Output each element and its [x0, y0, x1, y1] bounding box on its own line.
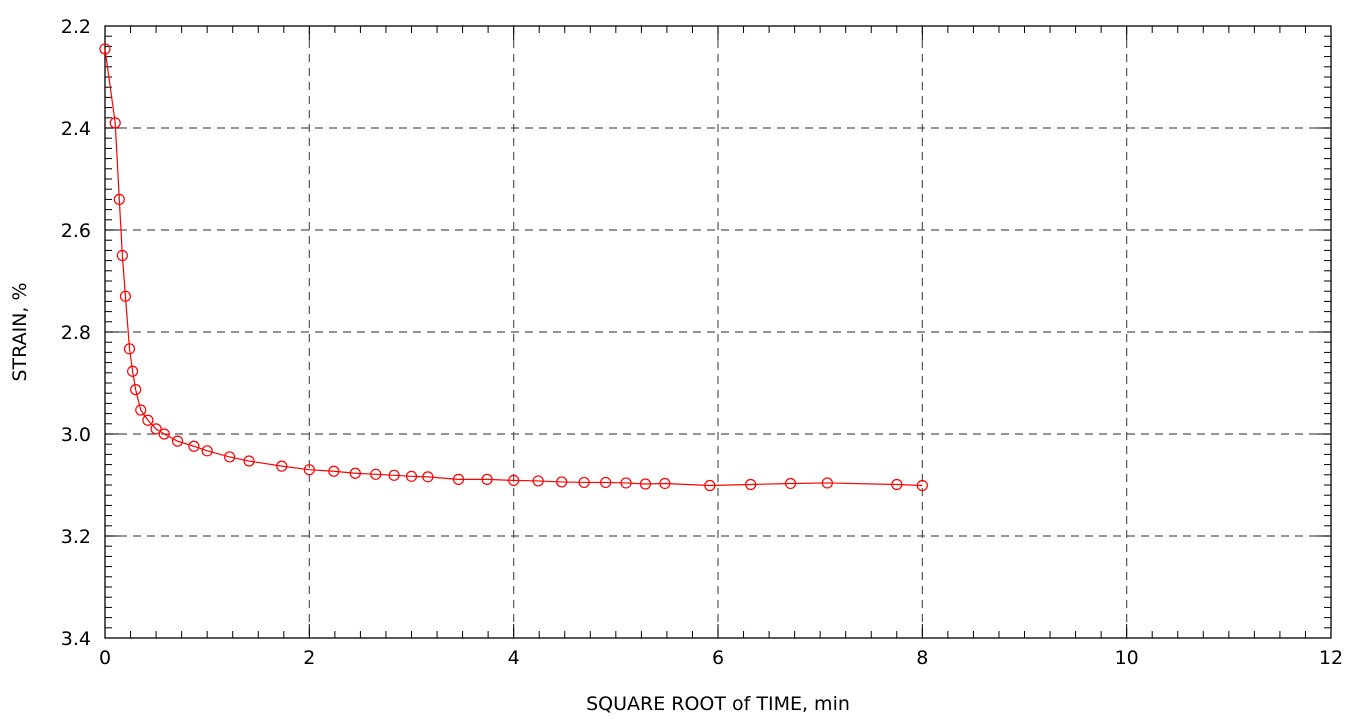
grid [105, 26, 1331, 638]
data-point [116, 249, 128, 262]
data-point [224, 451, 236, 463]
data-point [452, 473, 465, 485]
data-point [891, 478, 903, 491]
y-tick-label: 2.4 [61, 118, 91, 140]
data-point [150, 423, 162, 435]
data-point [349, 467, 361, 479]
data-point [556, 476, 568, 488]
data-point [171, 435, 184, 447]
data-point [422, 471, 434, 483]
data-point [508, 474, 520, 487]
plot-frame [104, 25, 1332, 639]
y-tick-label: 3.0 [61, 424, 91, 446]
x-tick-label: 0 [99, 647, 111, 669]
x-tick-label: 6 [712, 647, 724, 669]
data-point [303, 464, 315, 476]
data-point [123, 343, 136, 355]
data-point [481, 473, 493, 485]
data-point [142, 414, 154, 426]
x-axis-title: SQUARE ROOT of TIME, min [586, 693, 850, 715]
data-point [639, 478, 652, 490]
data-point [821, 477, 833, 489]
data-point [784, 477, 797, 490]
data-point [113, 193, 125, 205]
data-point [620, 477, 632, 489]
series-layer [99, 43, 928, 492]
data-point [130, 384, 142, 396]
data-point [109, 117, 121, 129]
data-point [328, 465, 340, 477]
data-point [158, 428, 170, 440]
data-point [916, 479, 928, 492]
data-point [243, 455, 255, 467]
data-point [405, 470, 418, 482]
data-point [276, 460, 288, 472]
data-point [135, 404, 147, 416]
y-tick-label: 3.2 [61, 526, 91, 548]
minor-ticks [104, 25, 1332, 639]
y-tick-labels: 2.2 2.4 2.6 2.8 3.0 3.2 3.4 [61, 16, 91, 650]
y-tick-label: 2.2 [61, 16, 91, 38]
x-tick-label: 2 [303, 647, 315, 669]
data-point [578, 476, 590, 489]
series-line [104, 48, 923, 487]
data-point [532, 475, 544, 487]
y-tick-label: 3.4 [61, 628, 91, 650]
data-point [704, 479, 716, 492]
data-point [119, 290, 132, 302]
data-point [126, 365, 139, 377]
data-point [188, 440, 200, 452]
data-point [600, 476, 612, 489]
x-tick-label: 10 [1115, 647, 1139, 669]
x-tick-label: 4 [508, 647, 520, 669]
y-axis-title: STRAIN, % [9, 282, 31, 381]
x-tick-label: 12 [1319, 647, 1343, 669]
x-tick-labels: 0 2 4 6 8 10 12 [99, 647, 1343, 669]
y-tick-label: 2.8 [61, 322, 91, 344]
data-point [659, 477, 671, 490]
data-point [201, 445, 213, 457]
data-point [745, 478, 757, 491]
x-tick-label: 8 [916, 647, 928, 669]
y-tick-label: 2.6 [61, 220, 91, 242]
data-point [99, 43, 111, 55]
data-point [370, 468, 382, 480]
data-point [388, 469, 400, 481]
